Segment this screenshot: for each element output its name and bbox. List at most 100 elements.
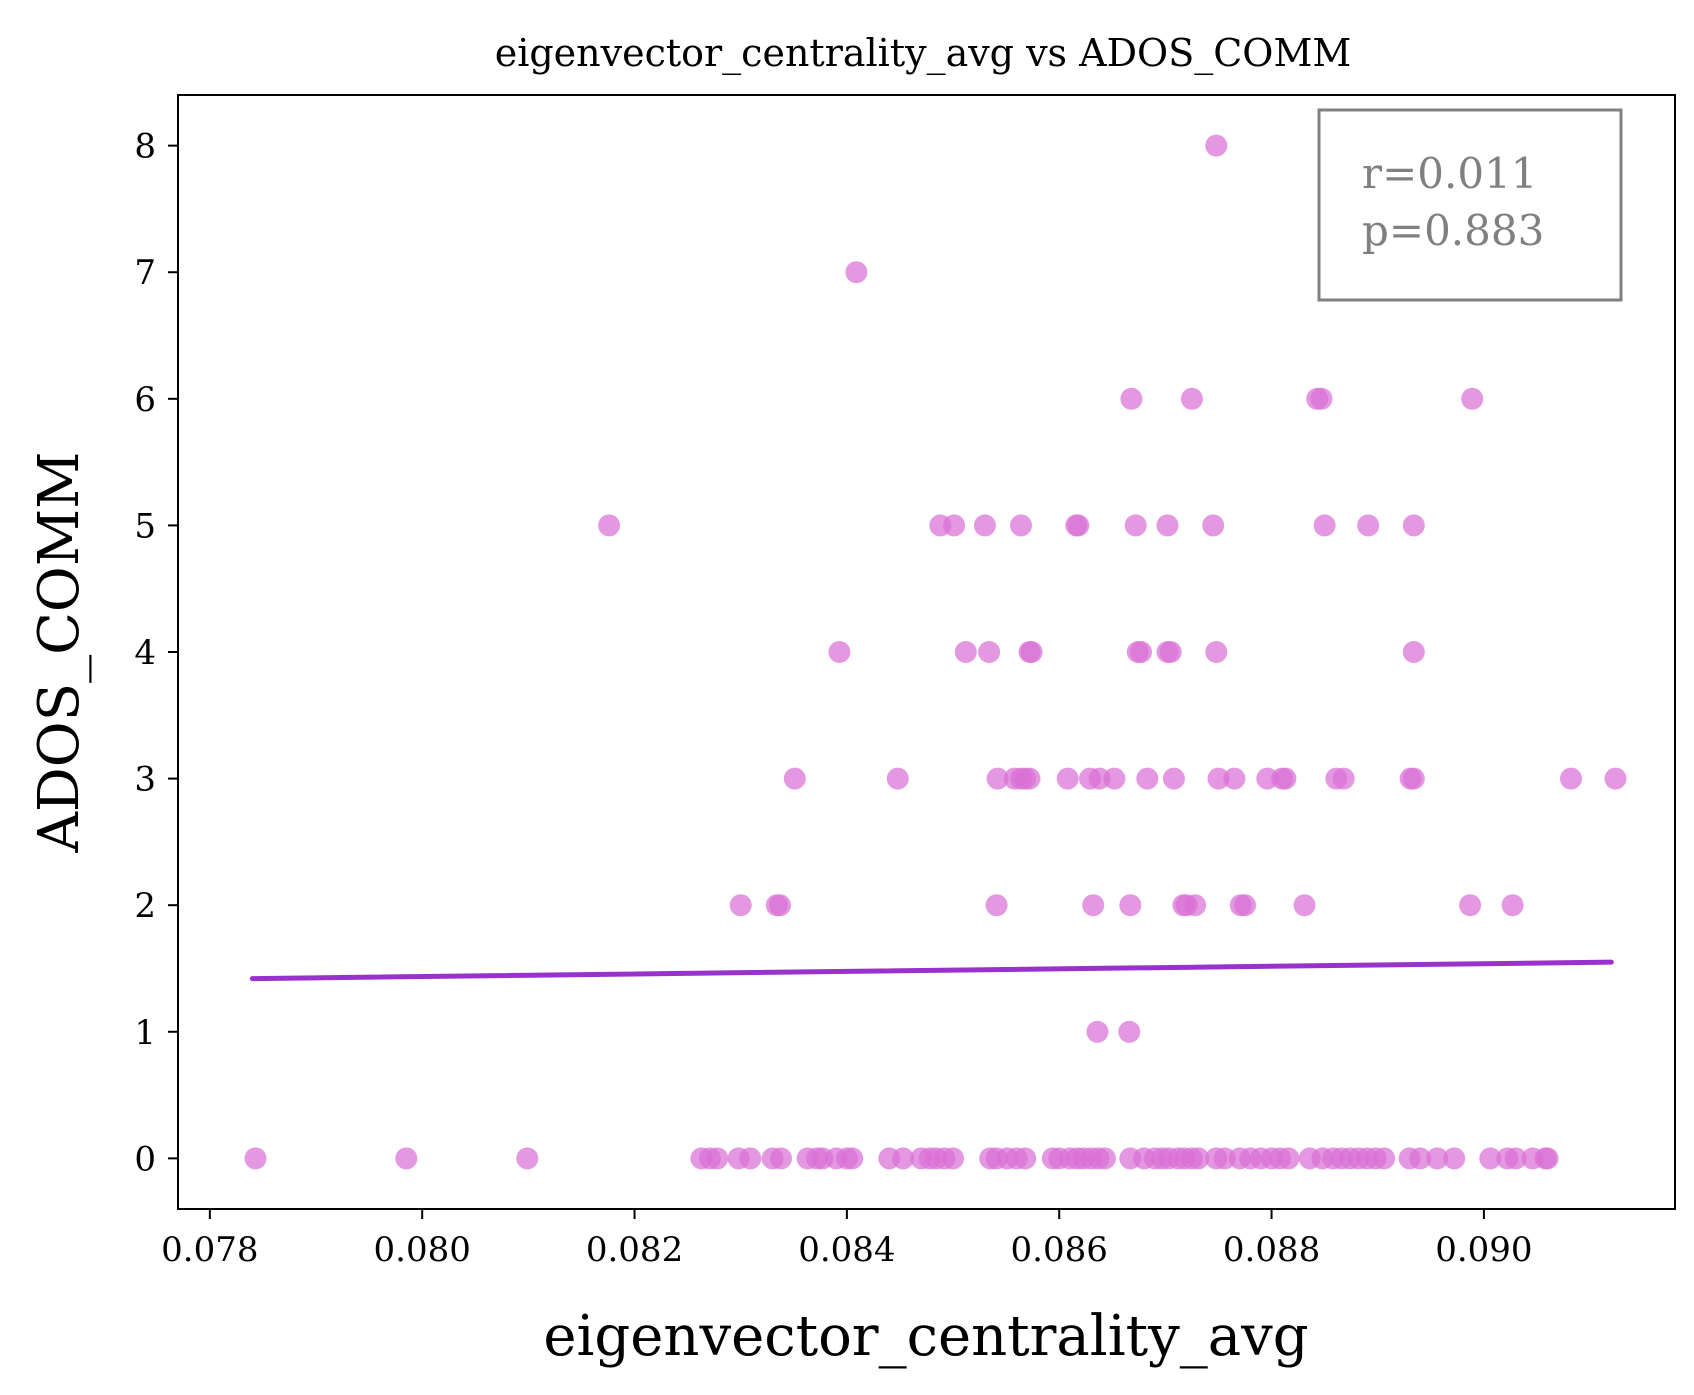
data-point	[845, 261, 868, 284]
data-point	[892, 1147, 915, 1170]
data-point	[516, 1147, 539, 1170]
data-point	[1119, 894, 1142, 917]
data-point	[1018, 767, 1041, 790]
data-point	[1234, 894, 1256, 917]
data-point	[828, 641, 851, 663]
data-point	[244, 1147, 267, 1170]
y-tick-label: 0	[134, 1139, 156, 1179]
data-point	[1205, 641, 1228, 663]
x-tick-label: 0.090	[1435, 1230, 1532, 1270]
data-point	[1426, 1147, 1449, 1170]
x-tick-label: 0.084	[798, 1230, 895, 1270]
data-point	[1162, 767, 1185, 790]
p-value-text: p=0.883	[1362, 206, 1544, 255]
data-point	[1202, 514, 1225, 537]
x-axis-label: eigenvector_centrality_avg	[543, 1304, 1308, 1369]
x-tick-label: 0.080	[374, 1230, 471, 1270]
data-point	[1020, 641, 1043, 663]
data-point	[395, 1147, 418, 1170]
data-point	[1056, 767, 1079, 790]
data-point	[1402, 641, 1425, 663]
data-point	[1461, 387, 1484, 410]
data-point	[1332, 767, 1355, 790]
data-point	[1118, 1020, 1141, 1043]
data-point	[1187, 1147, 1210, 1170]
data-point	[1124, 514, 1147, 537]
data-point	[1536, 1147, 1559, 1170]
y-axis-ticks: 0 1 2 3 4 5 6 7 8	[134, 127, 178, 1179]
data-point	[986, 767, 1009, 790]
data-point	[978, 641, 1001, 663]
data-point	[706, 1147, 729, 1170]
data-point	[1010, 514, 1032, 537]
data-point	[1604, 767, 1627, 790]
r-value-text: r=0.011	[1362, 149, 1538, 198]
data-point	[1373, 1147, 1396, 1170]
x-axis-ticks: 0.078 0.080 0.082 0.084 0.086 0.088 0.090	[161, 1209, 1533, 1270]
data-point	[770, 1147, 792, 1170]
data-points	[244, 134, 1627, 1170]
x-tick-label: 0.082	[586, 1230, 683, 1270]
y-tick-label: 5	[134, 506, 156, 546]
data-point	[1459, 894, 1482, 917]
data-point	[1014, 1147, 1037, 1170]
y-tick-label: 3	[134, 760, 156, 800]
data-point	[886, 767, 909, 790]
y-tick-label: 6	[134, 380, 156, 420]
data-point	[1184, 894, 1207, 917]
data-point	[943, 514, 966, 537]
data-point	[1086, 1020, 1109, 1043]
data-point	[1082, 894, 1105, 917]
x-tick-label: 0.088	[1223, 1230, 1320, 1270]
data-point	[1205, 134, 1228, 157]
data-point	[1180, 387, 1203, 410]
data-point	[598, 514, 621, 537]
data-point	[1293, 894, 1316, 917]
data-point	[729, 894, 752, 917]
data-point	[1159, 641, 1182, 663]
data-point	[1120, 387, 1143, 410]
data-point	[1504, 1147, 1527, 1170]
data-point	[985, 894, 1008, 917]
data-point	[1136, 767, 1159, 790]
chart-title: eigenvector_centrality_avg vs ADOS_COMM	[495, 31, 1352, 76]
data-point	[1207, 767, 1230, 790]
data-point	[841, 1147, 864, 1170]
data-point	[1277, 1147, 1300, 1170]
data-point	[1402, 767, 1425, 790]
data-point	[1067, 514, 1090, 537]
data-point	[1409, 1147, 1432, 1170]
data-point	[973, 514, 996, 537]
data-point	[1560, 767, 1582, 790]
data-point	[1223, 767, 1246, 790]
data-point	[1501, 894, 1524, 917]
data-point	[1479, 1147, 1502, 1170]
y-axis-label: ADOS_COMM	[27, 451, 92, 853]
data-point	[1156, 514, 1179, 537]
stat-box-frame	[1317, 108, 1623, 302]
data-point	[1103, 767, 1126, 790]
y-tick-label: 4	[134, 633, 156, 673]
data-point	[1402, 514, 1425, 537]
data-point	[942, 1147, 964, 1170]
x-tick-label: 0.078	[161, 1230, 258, 1270]
data-point	[1274, 767, 1297, 790]
data-point	[769, 894, 791, 917]
data-point	[1310, 387, 1333, 410]
y-tick-label: 8	[134, 127, 156, 167]
data-point	[1443, 1147, 1466, 1170]
y-tick-label: 1	[134, 1013, 156, 1053]
data-point	[954, 641, 977, 663]
data-point	[1357, 514, 1380, 537]
data-point	[1130, 641, 1152, 663]
data-point	[1093, 1147, 1116, 1170]
x-tick-label: 0.086	[1011, 1230, 1108, 1270]
data-point	[1313, 514, 1336, 537]
data-point	[783, 767, 806, 790]
fit-line	[249, 959, 1614, 982]
y-tick-label: 2	[134, 886, 156, 926]
stat-annotation-box: r=0.011 p=0.883	[1317, 108, 1623, 302]
data-point	[739, 1147, 762, 1170]
fit-line-group	[249, 959, 1614, 982]
